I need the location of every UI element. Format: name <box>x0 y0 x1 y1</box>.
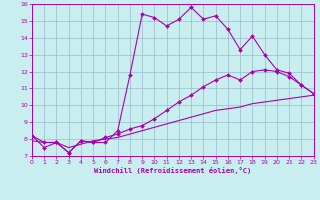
X-axis label: Windchill (Refroidissement éolien,°C): Windchill (Refroidissement éolien,°C) <box>94 167 252 174</box>
